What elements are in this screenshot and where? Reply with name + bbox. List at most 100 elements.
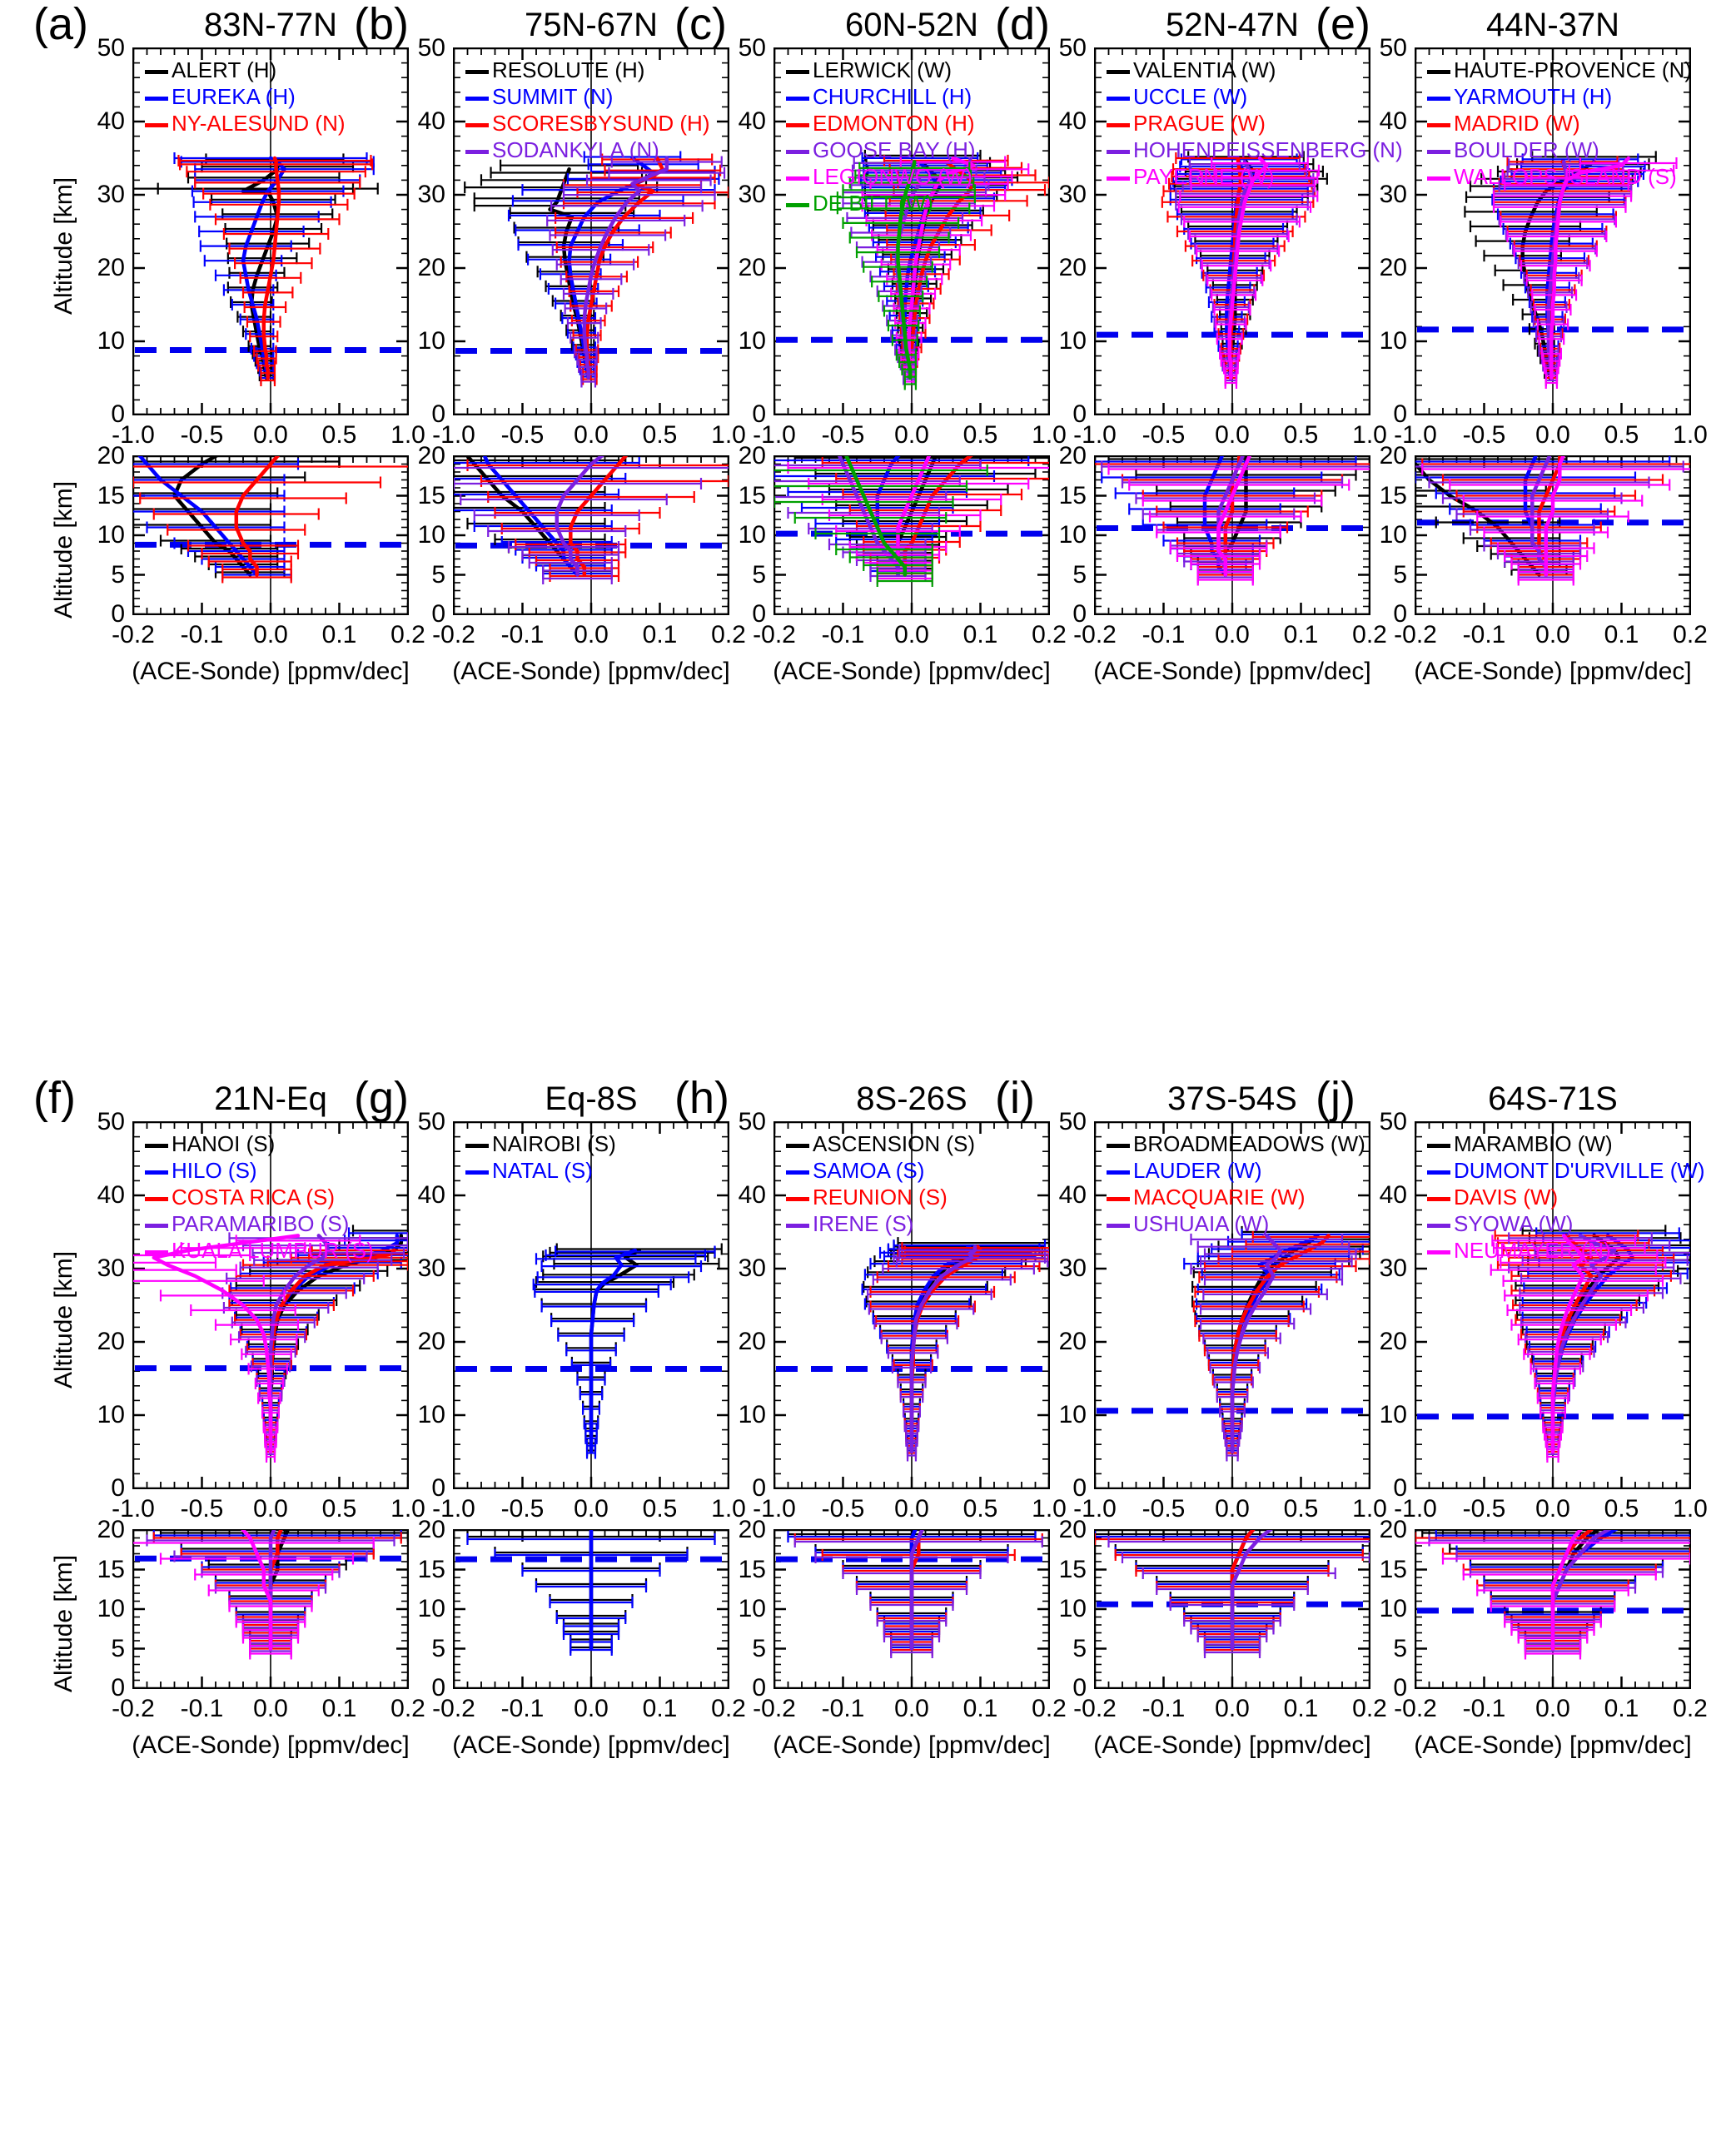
x-axis-label: (ACE-Sonde) [ppmv/dec]	[1093, 1731, 1371, 1759]
upper-plot-h	[773, 1121, 1050, 1489]
legend-label: NEUMAYER (N)	[1454, 1238, 1611, 1263]
x-tick-label: 0.0	[253, 621, 288, 648]
legend-label: RESOLUTE (H)	[492, 57, 645, 82]
x-tick-label: -0.5	[1142, 421, 1186, 449]
legend-swatch-icon	[1427, 97, 1450, 101]
x-tick-label: 0.1	[1604, 621, 1639, 648]
x-tick-label: 1.0	[1673, 1495, 1708, 1523]
legend-label: HILO (S)	[172, 1158, 257, 1183]
y-tick-label: 20	[738, 1516, 766, 1543]
y-tick-label: 30	[97, 1254, 125, 1282]
x-tick-label: -0.2	[112, 621, 155, 648]
legend-label: SYOWA (W)	[1454, 1211, 1574, 1236]
panel-title-b: 75N-67N	[524, 7, 659, 43]
legend-label: LERWICK (W)	[813, 57, 953, 82]
x-tick-label: 1.0	[390, 421, 425, 449]
y-tick-label: 20	[738, 254, 766, 281]
x-tick-label: -0.1	[1142, 1695, 1186, 1722]
legend-label: EDMONTON (H)	[813, 111, 975, 136]
x-tick-label: 1.0	[390, 1495, 425, 1523]
y-tick-label: 5	[752, 1634, 766, 1662]
x-tick-label: -0.1	[180, 621, 224, 648]
legend-swatch-icon	[1107, 150, 1130, 154]
panel-title-e: 44N-37N	[1485, 7, 1620, 43]
x-tick-label: 0.5	[1283, 1495, 1319, 1523]
x-tick-label: 0.1	[642, 621, 678, 648]
legend-label: LEGIONWO (W)	[813, 164, 973, 189]
y-tick-label: 50	[97, 34, 125, 62]
y-tick-label: 10	[417, 1401, 445, 1428]
y-tick-label: 20	[1058, 254, 1087, 281]
legend-swatch-icon	[1107, 1144, 1130, 1148]
y-tick-label: 5	[1393, 560, 1407, 589]
x-tick-label: 0.0	[1535, 1695, 1570, 1722]
y-tick-label: 50	[97, 1108, 125, 1135]
x-tick-label: 0.0	[1215, 621, 1250, 648]
y-tick-label: 10	[738, 1401, 766, 1428]
y-tick-label: 20	[417, 1328, 445, 1355]
y-tick-label: 0	[431, 1674, 445, 1701]
y-tick-label: 20	[1379, 1516, 1407, 1543]
legend-swatch-icon	[1427, 1250, 1450, 1254]
y-tick-label: 15	[1379, 1555, 1407, 1583]
y-tick-label: 20	[417, 442, 445, 469]
x-tick-label: -1.0	[1394, 1495, 1437, 1523]
y-tick-label: 20	[97, 254, 125, 281]
x-tick-label: 0.2	[1352, 1695, 1387, 1722]
y-tick-label: 15	[1379, 481, 1407, 509]
legend-label: IRENE (S)	[813, 1211, 914, 1236]
y-tick-label: 10	[97, 521, 125, 549]
legend-item: LERWICK (W)	[786, 57, 976, 83]
legend-item: HILO (S)	[145, 1157, 374, 1184]
legend-h: ASCENSION (S) SAMOA (S) REUNION (S) IRENE (…	[786, 1130, 975, 1237]
panel-label-g: (g)	[354, 1073, 409, 1123]
legend-label: ASCENSION (S)	[813, 1131, 976, 1156]
x-tick-label: -1.0	[1073, 421, 1117, 449]
legend-swatch-icon	[145, 123, 168, 127]
x-tick-label: 1.0	[1032, 421, 1067, 449]
legend-swatch-icon	[465, 1170, 489, 1175]
x-tick-label: -0.1	[821, 621, 865, 648]
legend-item: PARAMARIBO (S)	[145, 1210, 374, 1237]
x-tick-label: -0.2	[432, 621, 475, 648]
legend-item: VALENTIA (W)	[1107, 57, 1403, 83]
legend-label: REUNION (S)	[813, 1185, 948, 1210]
y-tick-label: 20	[417, 1516, 445, 1543]
legend-item: BOULDER (W)	[1427, 137, 1692, 163]
legend-swatch-icon	[786, 176, 809, 181]
x-tick-label: 0.1	[321, 1695, 357, 1722]
y-tick-label: 5	[752, 560, 766, 589]
y-tick-label: 5	[1072, 1634, 1087, 1662]
lower-plot-f	[132, 1529, 409, 1689]
legend-a: ALERT (H) EUREKA (H) NY-ALESUND (N)	[145, 57, 346, 137]
legend-swatch-icon	[1107, 1224, 1130, 1228]
x-tick-label: -0.2	[1394, 621, 1437, 648]
legend-label: SUMMIT (N)	[492, 84, 614, 109]
legend-label: KUALA LUMPUR (S)	[172, 1238, 374, 1263]
lower-plot-i	[1094, 1529, 1370, 1689]
legend-swatch-icon	[145, 1170, 168, 1175]
x-tick-label: 0.1	[1604, 1695, 1639, 1722]
panel-title-a: 83N-77N	[203, 7, 338, 43]
legend-item: EDMONTON (H)	[786, 110, 976, 137]
legend-swatch-icon	[786, 150, 809, 154]
x-tick-label: -0.2	[432, 1695, 475, 1722]
y-tick-label: 0	[1072, 1474, 1087, 1502]
y-tick-label: 20	[1379, 254, 1407, 281]
legend-b: RESOLUTE (H) SUMMIT (N) SCORESBYSUND (H) SO…	[465, 57, 709, 163]
y-tick-label: 10	[1379, 1595, 1407, 1622]
legend-swatch-icon	[1427, 1144, 1450, 1148]
y-tick-label: 0	[752, 400, 766, 428]
legend-item: NATAL (S)	[465, 1157, 616, 1184]
x-tick-label: 0.2	[711, 1695, 746, 1722]
legend-label: ALERT (H)	[172, 57, 277, 82]
legend-item: DUMONT D'URVILLE (W)	[1427, 1157, 1705, 1184]
y-tick-label: 0	[1072, 1674, 1087, 1701]
x-tick-label: 0.0	[1535, 621, 1570, 648]
x-tick-label: 0.5	[321, 1495, 357, 1523]
legend-label: PARAMARIBO (S)	[172, 1211, 350, 1236]
legend-label: HAUTE-PROVENCE (N)	[1454, 57, 1693, 82]
x-tick-label: -1.0	[753, 1495, 796, 1523]
x-tick-label: 0.2	[711, 621, 746, 648]
x-tick-label: -0.2	[1073, 621, 1117, 648]
